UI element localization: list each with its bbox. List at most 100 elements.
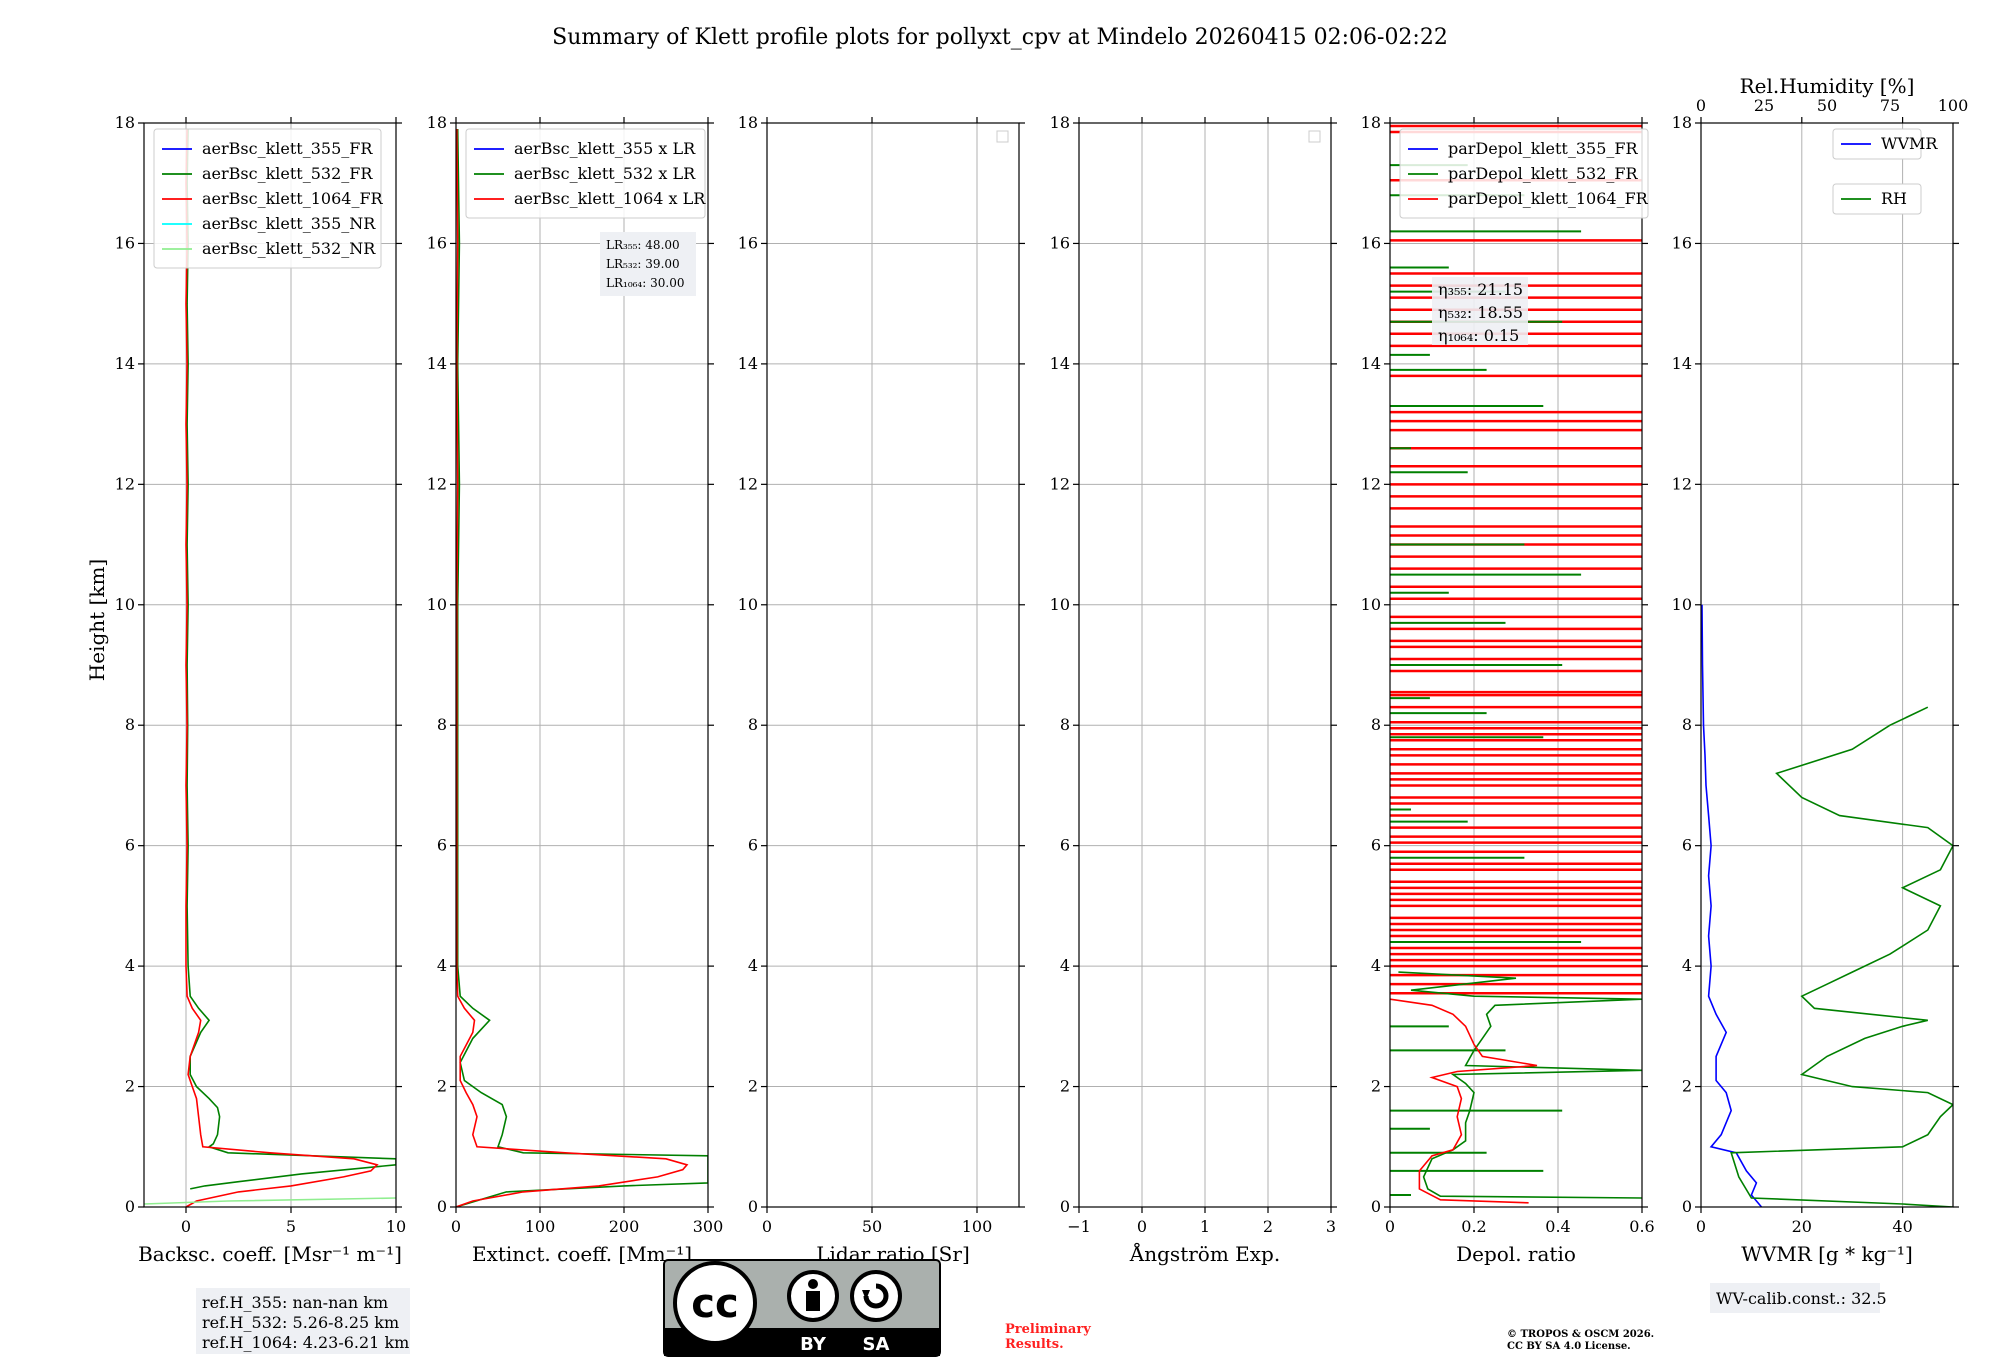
legend-label: aerBsc_klett_532_NR <box>202 239 376 258</box>
y-tick-label: 12 <box>738 474 758 493</box>
ref-height-line: ref.H_355: nan-nan km <box>202 1293 388 1312</box>
x-tick-label: 2 <box>1263 1217 1273 1236</box>
axes-frame <box>455 122 709 1208</box>
y-tick-label: 2 <box>125 1077 135 1096</box>
y-tick-label: 10 <box>1050 595 1070 614</box>
y-tick-label: 8 <box>748 715 758 734</box>
x-tick-label: 5 <box>286 1217 296 1236</box>
y-tick-label: 0 <box>1682 1197 1692 1216</box>
x-tick-label: 10 <box>386 1217 406 1236</box>
cc-license-badge[interactable]: cc BY SA <box>663 1259 941 1357</box>
y-tick-label: 10 <box>1361 595 1381 614</box>
series-line-RH <box>1730 706 1953 1207</box>
legend-label: parDepol_klett_1064_FR <box>1448 189 1649 208</box>
sa-label: SA <box>863 1334 890 1355</box>
y-tick-label: 6 <box>125 836 135 855</box>
top-tick-label: 100 <box>1938 96 1969 115</box>
y-tick-label: 4 <box>437 956 447 975</box>
panel-bsc: 0 2 4 6 8 10 12 14 16 18 0 5 10 Backsc. coeff. [Msr⁻¹… <box>115 113 410 1354</box>
series-line-aerBsc_klett_1064 x LR <box>456 128 689 1207</box>
legend-box <box>153 128 382 269</box>
eta-box <box>1432 277 1528 345</box>
y-tick-label: 8 <box>1682 715 1692 734</box>
x-axis-label: Ångström Exp. <box>1129 1241 1280 1266</box>
y-tick-label: 8 <box>125 715 135 734</box>
y-tick-label: 2 <box>748 1077 758 1096</box>
y-tick-label: 4 <box>125 956 135 975</box>
legend-label: aerBsc_klett_532_FR <box>202 164 373 183</box>
y-tick-label: 6 <box>1060 836 1070 855</box>
x-tick-label: 0 <box>1385 1217 1395 1236</box>
legend-label: aerBsc_klett_355 x LR <box>514 139 696 158</box>
series-line-aerBsc_klett_532_NR <box>144 1197 396 1205</box>
y-tick-label: 16 <box>1672 233 1692 252</box>
legend-box <box>1832 128 1922 160</box>
series-group-wv <box>1701 604 1953 1207</box>
y-tick-label: 2 <box>1371 1077 1381 1096</box>
y-tick-label: 8 <box>437 715 447 734</box>
x-tick-label: 1 <box>1200 1217 1210 1236</box>
top-tick-label: 0 <box>1696 96 1706 115</box>
legend-box <box>465 128 706 219</box>
x-axis-label: Depol. ratio <box>1456 1242 1576 1266</box>
legend-box <box>1832 183 1922 215</box>
x-tick-label: 100 <box>525 1217 556 1236</box>
wv-calib-box <box>1710 1283 1880 1313</box>
top-axis-label: Rel.Humidity [%] <box>1740 74 1915 98</box>
eta-line: η₅₃₂: 18.55 <box>1438 303 1523 322</box>
y-tick-label: 16 <box>1050 233 1070 252</box>
y-tick-label: 0 <box>125 1197 135 1216</box>
x-tick-label: 0 <box>1696 1217 1706 1236</box>
x-axis-label: Backsc. coeff. [Msr⁻¹ m⁻¹] <box>138 1242 402 1266</box>
y-tick-label: 16 <box>115 233 135 252</box>
y-tick-label: 0 <box>1371 1197 1381 1216</box>
y-tick-label: 12 <box>1050 474 1070 493</box>
x-tick-label: 300 <box>693 1217 724 1236</box>
series-line-aerBsc_klett_532_FR <box>186 128 396 1190</box>
legend-label: aerBsc_klett_355_FR <box>202 139 373 158</box>
y-tick-label: 10 <box>427 595 447 614</box>
lidar-ratio-box <box>600 232 696 296</box>
ref-height-line: ref.H_1064: 4.23-6.21 km <box>202 1333 409 1352</box>
x-tick-label: 200 <box>609 1217 640 1236</box>
axes-frame <box>1700 122 1954 1208</box>
legend-label: aerBsc_klett_532 x LR <box>514 164 696 183</box>
y-tick-label: 18 <box>115 113 135 132</box>
legend-label: aerBsc_klett_1064 x LR <box>514 189 706 208</box>
by-icon <box>787 1270 839 1322</box>
cc-logo-text: cc <box>691 1281 738 1327</box>
y-tick-label: 8 <box>1060 715 1070 734</box>
y-tick-label: 12 <box>1361 474 1381 493</box>
copyright-line-2: CC BY SA 4.0 License. <box>1507 1341 1631 1352</box>
top-tick-label: 25 <box>1754 96 1774 115</box>
eta-line: η₃₅₅: 21.15 <box>1438 280 1523 299</box>
y-tick-label: 4 <box>1682 956 1692 975</box>
x-tick-label: 40 <box>1892 1217 1912 1236</box>
x-tick-label: 0.2 <box>1461 1217 1486 1236</box>
y-tick-label: 10 <box>115 595 135 614</box>
x-tick-label: 0 <box>181 1217 191 1236</box>
y-tick-label: 0 <box>748 1197 758 1216</box>
x-tick-label: 50 <box>862 1217 882 1236</box>
y-tick-label: 12 <box>1672 474 1692 493</box>
y-tick-label: 6 <box>1371 836 1381 855</box>
axes-frame <box>766 122 1020 1208</box>
series-group-bsc <box>144 128 396 1207</box>
copyright-line-1: © TROPOS & OSCM 2026. <box>1507 1329 1654 1340</box>
x-tick-label: 20 <box>1792 1217 1812 1236</box>
series-line-WVMR <box>1701 604 1763 1207</box>
y-tick-label: 18 <box>1672 113 1692 132</box>
by-label: BY <box>800 1334 827 1355</box>
axes-frame <box>1389 122 1643 1208</box>
legend-label: RH <box>1881 189 1907 208</box>
y-tick-label: 14 <box>1050 354 1070 373</box>
series-group-depol <box>1390 124 1642 1204</box>
x-tick-label: 0.6 <box>1629 1217 1654 1236</box>
x-tick-label: 0 <box>762 1217 772 1236</box>
ref-height-line: ref.H_532: 5.26-8.25 km <box>202 1313 399 1332</box>
